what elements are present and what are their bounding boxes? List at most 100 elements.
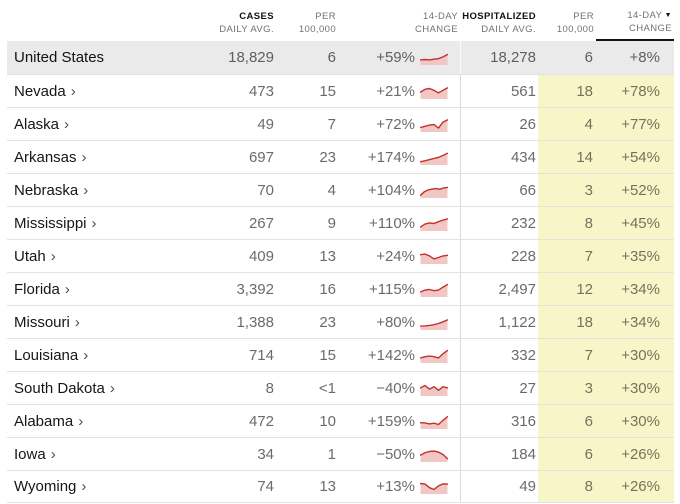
state-link[interactable]: Alabama › (7, 405, 197, 437)
region-name: Florida (14, 280, 60, 298)
cases-14-day-change-cell: +59% (338, 41, 460, 74)
cases-14-day-change-cell: −50% (338, 438, 460, 470)
cases-per-100k-value: 16 (319, 280, 336, 298)
hospitalized-14-day-change-value: +26% (596, 471, 674, 502)
hospitalized-per-100k-value: 3 (538, 174, 596, 206)
chevron-right-icon: › (50, 247, 56, 265)
cases-change-percent: −40% (376, 379, 415, 397)
cases-change-percent: +21% (376, 82, 415, 100)
state-link[interactable]: Louisiana › (7, 339, 197, 371)
table-body: United States 18,829 6 +59% 18,278 6 +8% Nevada… (7, 41, 674, 503)
trend-sparkline-icon (420, 415, 448, 429)
state-row: Alabama › 472 10 +159% 316 6 +30% (7, 404, 674, 437)
state-link[interactable]: Mississippi › (7, 207, 197, 239)
hospitalized-14-day-change-value: +78% (596, 75, 674, 107)
header-col-cases-per-100k[interactable]: PER 100,000 (276, 10, 338, 41)
state-link[interactable]: Wyoming › (7, 471, 197, 502)
cases-daily-avg-value: 70 (257, 181, 274, 199)
hospitalized-daily-avg-value: 18,278 (460, 41, 538, 74)
region-name: South Dakota (14, 379, 105, 397)
header-col-hospitalized-per-100k[interactable]: PER 100,000 (538, 10, 596, 41)
state-link[interactable]: Iowa › (7, 438, 197, 470)
cases-daily-avg-value: 34 (257, 445, 274, 463)
header-col-hospitalized-daily-avg[interactable]: HOSPITALIZED DAILY AVG. (460, 10, 538, 41)
header-line2: DAILY AVG. (219, 24, 274, 35)
hospitalized-daily-avg-value: 2,497 (460, 273, 538, 305)
hospitalized-14-day-change-value: +30% (596, 372, 674, 404)
trend-sparkline-icon (420, 482, 448, 494)
chevron-right-icon: › (50, 445, 56, 463)
hospitalized-daily-avg-value: 66 (460, 174, 538, 206)
header-line2: 100,000 (298, 24, 336, 35)
region-name: Nevada (14, 82, 66, 100)
state-link[interactable]: Missouri › (7, 306, 197, 338)
hospitalized-14-day-change-value: +30% (596, 405, 674, 437)
cases-per-100k-value: <1 (318, 379, 336, 397)
hospitalized-14-day-change-value: +54% (596, 141, 674, 173)
state-row: Utah › 409 13 +24% 228 7 +35% (7, 239, 674, 272)
cases-per-100k-value: 4 (327, 181, 336, 199)
cases-daily-avg-value: 49 (257, 115, 274, 133)
header-line1: 14-DAY (423, 11, 458, 22)
hospitalized-per-100k-value: 7 (538, 339, 596, 371)
trend-sparkline-icon (420, 152, 448, 165)
trend-sparkline-icon (420, 318, 448, 330)
trend-sparkline-icon (420, 118, 448, 132)
hospitalized-per-100k-value: 6 (538, 438, 596, 470)
cases-daily-avg-value: 3,392 (236, 280, 274, 298)
cases-per-100k-value: 13 (319, 247, 336, 265)
state-row: Wyoming › 74 13 +13% 49 8 +26% (7, 470, 674, 503)
state-row: Nevada › 473 15 +21% 561 18 +78% (7, 74, 674, 107)
state-link[interactable]: Nevada › (7, 75, 197, 107)
cases-per-100k-value: 13 (319, 478, 336, 495)
hospitalized-per-100k-value: 12 (538, 273, 596, 305)
state-link[interactable]: Florida › (7, 273, 197, 305)
region-name: Louisiana (14, 346, 79, 364)
cases-change-percent: +72% (376, 115, 415, 133)
chevron-right-icon: › (64, 115, 70, 133)
hospitalized-daily-avg-value: 1,122 (460, 306, 538, 338)
region-name: Missouri (14, 313, 70, 331)
trend-sparkline-icon (420, 384, 448, 396)
cases-change-percent: +80% (376, 313, 415, 331)
header-line1: PER (573, 11, 594, 22)
cases-per-100k-value: 1 (327, 445, 336, 463)
header-col-cases-daily-avg[interactable]: CASES DAILY AVG. (197, 10, 276, 41)
region-name: Arkansas (14, 148, 77, 166)
hospitalized-per-100k-value: 4 (538, 108, 596, 140)
cases-per-100k-value: 23 (319, 313, 336, 331)
state-row: South Dakota › 8 <1 −40% 27 3 +30% (7, 371, 674, 404)
hospitalized-14-day-change-value: +26% (596, 438, 674, 470)
hospitalized-per-100k-value: 6 (538, 405, 596, 437)
state-link[interactable]: Nebraska › (7, 174, 197, 206)
cases-14-day-change-cell: +115% (338, 273, 460, 305)
chevron-right-icon: › (81, 148, 87, 166)
cases-change-percent: +115% (368, 280, 415, 298)
hospitalized-per-100k-value: 18 (538, 306, 596, 338)
cases-14-day-change-cell: +13% (338, 471, 460, 502)
state-link[interactable]: Alaska › (7, 108, 197, 140)
chevron-right-icon: › (81, 478, 87, 495)
cases-change-percent: +13% (376, 478, 415, 495)
cases-daily-avg-value: 267 (248, 214, 274, 232)
header-col-cases-14-day-change[interactable]: 14-DAY CHANGE (338, 10, 460, 41)
chevron-right-icon: › (83, 181, 89, 199)
cases-change-percent: +104% (367, 181, 415, 199)
hospitalized-per-100k-value: 8 (538, 207, 596, 239)
hospitalized-daily-avg-value: 27 (460, 372, 538, 404)
state-row: Iowa › 34 1 −50% 184 6 +26% (7, 437, 674, 470)
header-col-hospitalized-14-day-change[interactable]: 14-DAY ▼ CHANGE (596, 9, 674, 41)
chevron-right-icon: › (70, 82, 76, 100)
chevron-right-icon: › (91, 214, 97, 232)
chevron-right-icon: › (78, 412, 84, 430)
state-link[interactable]: Utah › (7, 240, 197, 272)
state-link[interactable]: Arkansas › (7, 141, 197, 173)
header-line1: PER (315, 11, 336, 22)
hospitalized-14-day-change-value: +30% (596, 339, 674, 371)
hospitalized-per-100k-value: 3 (538, 372, 596, 404)
region-name: Iowa (14, 445, 46, 463)
cases-change-percent: +24% (376, 247, 415, 265)
state-link[interactable]: South Dakota › (7, 372, 197, 404)
region-name: Mississippi (14, 214, 87, 232)
hospitalized-daily-avg-value: 316 (460, 405, 538, 437)
